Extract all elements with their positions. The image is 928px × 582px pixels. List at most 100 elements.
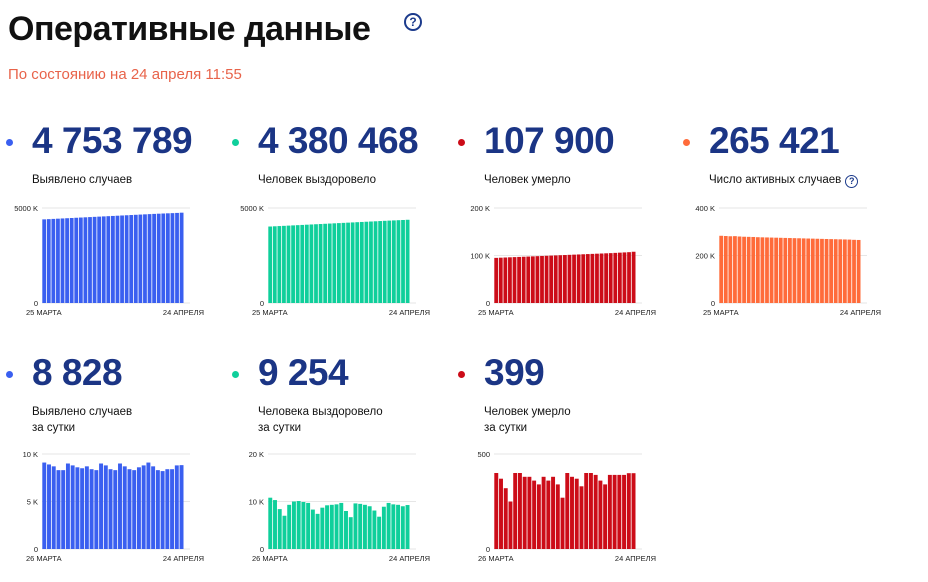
chart-bar [526,256,531,303]
y-tick-label: 20 K [249,450,264,459]
chart-bar [179,465,184,549]
x-tick-label-start: 25 МАРТА [703,308,739,317]
chart-bar [175,212,179,303]
x-tick-label-start: 26 МАРТА [252,554,288,563]
chart-bar [295,225,300,303]
chart-bar [588,473,593,549]
stat-label: Число активных случаев? [709,172,859,188]
chart-bar [138,214,143,303]
chart-bar [146,462,151,549]
chart-bar [560,497,565,549]
stat-card: 8 828 Выявлено случаев за сутки 10 K 5 K 0 26 … [6,352,216,582]
chart-bar [603,484,608,549]
x-tick-label-start: 25 МАРТА [252,308,288,317]
chart-bar [339,502,344,549]
chart-bar [170,469,175,549]
chart-bar [396,504,401,549]
chart-bar [570,476,574,549]
chart-bar [521,256,526,303]
question-circle-icon[interactable]: ? [845,175,859,188]
chart-bar [156,213,161,303]
chart-bar [378,221,383,303]
chart-bar [320,507,325,549]
chart-bar [329,504,334,549]
mini-bar-chart: 400 K 200 K 025 МАРТА 24 АПРЕЛЯ [695,204,881,317]
chart-bar [296,501,301,549]
series-dot-icon [6,371,13,378]
chart-bar [499,478,503,549]
chart-bar [558,255,563,303]
chart-bar [341,222,346,303]
stat-card: 107 900 Человек умерло 200 K 100 K 0 25 МАРТА… [458,120,668,350]
chart-bar [391,220,396,303]
chart-bar [607,474,612,549]
chart-bar [42,462,47,549]
chart-bar [170,213,175,303]
chart-bar [852,239,856,303]
chart-bar [84,466,89,549]
chart-bar [88,217,92,303]
y-tick-label: 200 K [470,204,490,213]
chart-bar [847,239,852,303]
y-tick-label: 200 K [695,252,715,261]
chart-bar [367,506,372,549]
chart-bar [540,255,544,303]
chart-bar [598,480,603,549]
stat-label: Человек выздоровело [258,172,376,188]
chart-bar [746,236,751,303]
chart-bar [622,474,627,549]
chart-bar [78,217,83,303]
chart-bar [141,465,146,549]
chart-bar [622,252,627,303]
stat-label-line: Человек умерло [484,174,571,186]
chart-bar [92,216,97,303]
chart-bar [498,257,503,303]
stat-label-line: Выявлено случаев [32,174,133,186]
chart-bar [51,218,56,303]
chart-bar [544,255,549,303]
stat-value: 399 [484,352,545,393]
chart-bar [80,468,85,549]
chart-bar [769,237,774,303]
chart-bar [89,469,94,549]
chart-bar [353,503,358,549]
stat-label-line: Человек умерло [484,406,571,418]
chart-bar [829,239,834,303]
chart-bar [503,257,508,303]
y-tick-label: 0 [34,299,38,308]
chart-bar [553,255,558,303]
chart-bar [132,470,137,549]
chart-bar [574,478,579,549]
series-dot-icon [232,139,239,146]
chart-bar [513,473,518,549]
chart-bar [46,219,51,303]
chart-bar [608,253,613,303]
chart-bar [372,510,377,549]
series-dot-icon [6,139,13,146]
chart-bar [396,220,401,303]
chart-bar [612,474,617,549]
chart-bar [584,473,589,549]
chart-bar [512,257,517,303]
x-tick-label-end: 24 АПРЕЛЯ [163,308,204,317]
chart-bar [604,253,609,303]
question-circle-icon[interactable]: ? [404,13,422,31]
stat-card: 9 254 Человека выздоровело за сутки 20 K 10 … [232,352,442,582]
stat-value: 265 421 [709,120,840,161]
stat-card: 399 Человек умерло за сутки 500 0 26 МАРТА 24 … [458,352,668,582]
stat-label-line: за сутки [484,422,528,434]
chart-bar [546,480,551,549]
chart-bar [350,222,355,303]
y-tick-label: 100 K [470,252,490,261]
chart-bar [355,222,360,303]
chart-bar [617,252,622,303]
chart-bar [801,238,806,303]
mini-bar-chart: 5000 K 025 МАРТА 24 АПРЕЛЯ [14,204,204,317]
chart-bar [277,226,282,303]
mini-bar-chart: 200 K 100 K 025 МАРТА 24 АПРЕЛЯ [470,204,656,317]
stat-value: 8 828 [32,352,123,393]
chart-bar [765,237,769,303]
chart-bar [820,238,824,303]
chart-bar [377,516,382,549]
chart-bar [788,238,792,303]
